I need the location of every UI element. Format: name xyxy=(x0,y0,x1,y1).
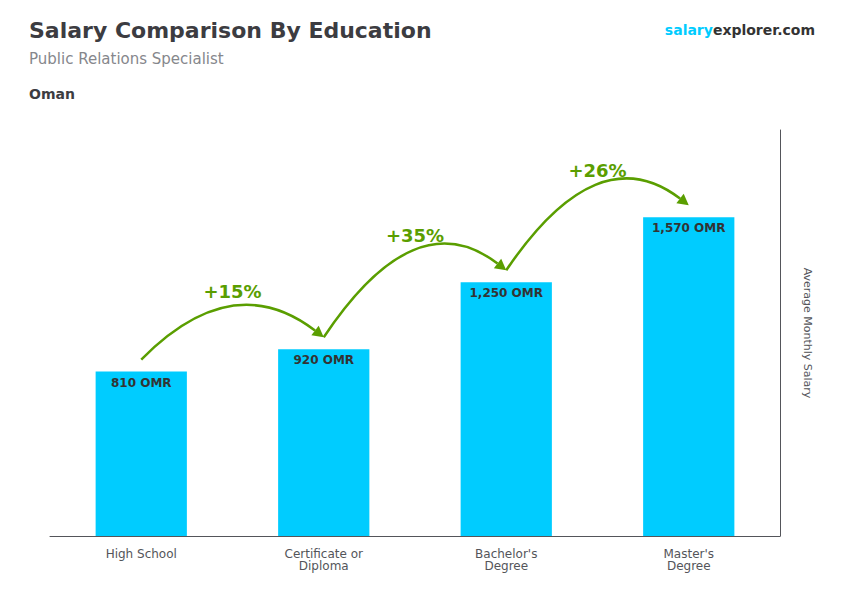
svg-text:Certificate or: Certificate or xyxy=(284,547,363,561)
svg-text:Master's: Master's xyxy=(663,547,714,561)
svg-text:Average Monthly Salary: Average Monthly Salary xyxy=(801,268,814,399)
svg-text:Degree: Degree xyxy=(484,559,528,573)
svg-text:+35%: +35% xyxy=(386,225,444,246)
svg-text:1,570 OMR: 1,570 OMR xyxy=(652,221,726,235)
svg-text:High School: High School xyxy=(106,547,177,561)
svg-text:1,250 OMR: 1,250 OMR xyxy=(469,286,543,300)
svg-text:810 OMR: 810 OMR xyxy=(111,376,172,390)
svg-text:explorer.com: explorer.com xyxy=(713,22,815,38)
svg-text:Salary Comparison By Education: Salary Comparison By Education xyxy=(29,18,432,43)
svg-text:Public Relations Specialist: Public Relations Specialist xyxy=(29,50,224,68)
svg-text:Degree: Degree xyxy=(667,559,711,573)
svg-text:Diploma: Diploma xyxy=(299,559,349,573)
svg-text:Bachelor's: Bachelor's xyxy=(475,547,538,561)
svg-text:+26%: +26% xyxy=(568,160,626,181)
svg-text:+15%: +15% xyxy=(203,281,261,302)
svg-text:Oman: Oman xyxy=(29,86,75,102)
svg-text:920 OMR: 920 OMR xyxy=(293,353,354,367)
svg-text:salary: salary xyxy=(665,22,713,38)
